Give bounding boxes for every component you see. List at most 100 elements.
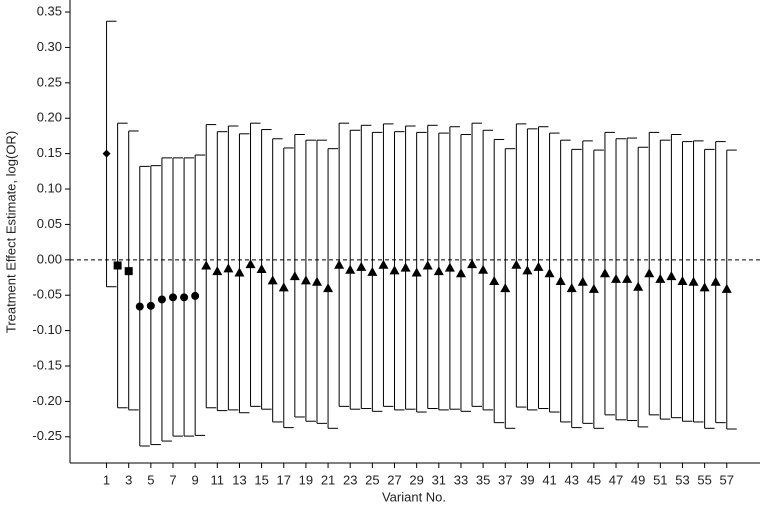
x-tick-label: 33 [454,472,468,487]
x-tick-label: 9 [192,472,199,487]
point [212,266,223,276]
x-tick-label: 17 [277,472,291,487]
y-tick-label: 0.20 [37,110,62,125]
point [533,261,544,271]
y-tick-label: 0.10 [37,180,62,195]
y-tick-label: -0.10 [32,322,62,337]
point [721,283,732,293]
point [644,268,655,278]
x-tick-label: 19 [299,472,313,487]
point [234,267,245,277]
x-tick-label: 35 [476,472,490,487]
point [267,275,278,285]
y-tick-label: 0.30 [37,39,62,54]
y-tick-label: 0.35 [37,3,62,18]
x-axis-label: Variant No. [382,489,446,504]
y-tick-label: -0.15 [32,357,62,372]
y-tick-label: 0.00 [37,251,62,266]
point [146,301,155,310]
point [411,267,422,277]
point [256,264,267,274]
x-tick-label: 23 [343,472,357,487]
point [588,283,599,293]
point [191,291,200,300]
x-tick-label: 31 [432,472,446,487]
point [278,282,289,292]
point [699,282,710,292]
point [367,266,378,276]
point [289,271,300,281]
x-tick-label: 55 [697,472,711,487]
y-tick-label: -0.20 [32,393,62,408]
y-tick-label: -0.05 [32,287,62,302]
point [500,283,511,293]
point [157,295,166,304]
x-tick-label: 45 [587,472,601,487]
x-tick-label: 39 [520,472,534,487]
point [169,293,178,302]
point [311,276,322,286]
point [599,268,610,278]
point [544,268,555,278]
x-tick-label: 43 [564,472,578,487]
point [378,259,389,269]
point [478,264,489,274]
x-tick-label: 49 [631,472,645,487]
point [511,259,522,269]
x-tick-label: 29 [409,472,423,487]
point [467,259,478,269]
point [113,261,122,270]
point [102,149,111,158]
point [522,265,533,275]
x-tick-label: 11 [211,472,225,487]
point [300,275,311,285]
x-tick-label: 1 [103,472,110,487]
point [124,267,133,276]
x-tick-label: 7 [169,472,176,487]
point [201,260,212,270]
x-tick-label: 25 [365,472,379,487]
x-tick-label: 41 [542,472,556,487]
point [323,283,334,293]
y-axis-label: Treatment Effect Estimate, log(OR) [3,131,18,333]
x-tick-label: 21 [321,472,335,487]
point [455,268,466,278]
y-tick-label: 0.25 [37,74,62,89]
point [444,262,455,272]
point [633,281,644,291]
point [622,273,633,283]
x-tick-label: 3 [125,472,132,487]
x-tick-label: 51 [653,472,667,487]
point [433,266,444,276]
x-tick-label: 15 [254,472,268,487]
point [180,293,189,302]
y-tick-label: 0.05 [37,216,62,231]
point [655,273,666,283]
point [422,260,433,270]
point [677,276,688,286]
x-tick-label: 5 [147,472,154,487]
point [135,302,144,311]
point [489,276,500,286]
point [555,276,566,286]
x-tick-label: 53 [675,472,689,487]
point [611,273,622,283]
point [223,263,234,273]
x-tick-label: 57 [720,472,734,487]
x-tick-label: 13 [232,472,246,487]
point [566,283,577,293]
point [666,271,677,281]
y-tick-label: 0.15 [37,145,62,160]
point [334,259,345,269]
point [577,276,588,286]
point [345,264,356,274]
point [245,259,256,269]
y-tick-label: -0.25 [32,428,62,443]
x-tick-label: 47 [609,472,623,487]
point [356,261,367,271]
point [400,262,411,272]
point [710,276,721,286]
x-tick-label: 27 [387,472,401,487]
x-tick-label: 37 [498,472,512,487]
